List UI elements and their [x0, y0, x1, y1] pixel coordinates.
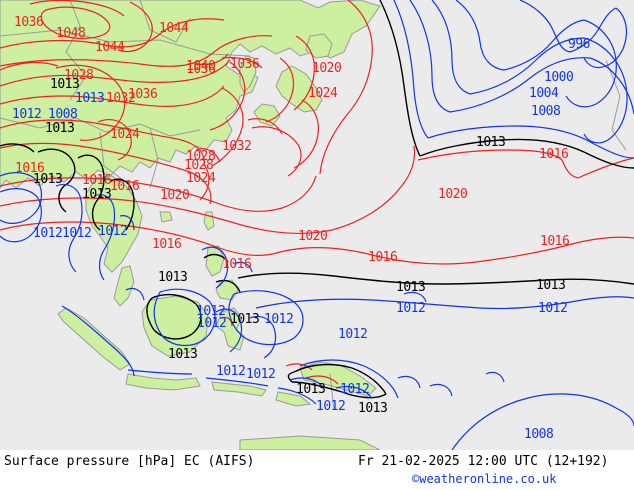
- isobar-label: 1013: [476, 135, 506, 150]
- isobar-label: 1036: [186, 62, 216, 77]
- isobar-label: 1032: [106, 91, 136, 106]
- isobar-label: 1024: [110, 127, 140, 142]
- isobar-label: 1008: [524, 427, 554, 442]
- isobar-label: 1013: [158, 270, 188, 285]
- isobar-label: 1012: [197, 316, 227, 331]
- isobar-label: 1020: [312, 61, 342, 76]
- isobar-label: 1016: [15, 161, 45, 176]
- isobar-label: 1020: [160, 188, 190, 203]
- isobar-label: 1000: [544, 70, 574, 85]
- isobar-label: 1016: [110, 179, 140, 194]
- isobar-label: 1012: [62, 226, 92, 241]
- chart-footer: Surface pressure [hPa] EC (AIFS) Fr 21-0…: [0, 450, 634, 490]
- isobar-label: 1016: [152, 237, 182, 252]
- isobar-label: 1013: [168, 347, 198, 362]
- isobar-label: 1013: [230, 312, 260, 327]
- isobar-label: 1020: [438, 187, 468, 202]
- japan-kyushu: [253, 103, 281, 127]
- map-canvas[interactable]: 1036 1048 1044 1044 1040 1036 1036 1028 1013 1013…: [0, 0, 634, 450]
- luzon: [205, 245, 225, 277]
- isobars-reference: [0, 0, 634, 399]
- isobar-label: 1012: [264, 312, 294, 327]
- valid-time: Fr 21-02-2025 12:00 UTC (12+192): [358, 454, 609, 469]
- isobar-label: 1013: [45, 121, 75, 136]
- isobar-label: 1004: [529, 86, 559, 101]
- isobar-label: 1013: [50, 77, 80, 92]
- continent-asia: [0, 0, 381, 189]
- isobar-label: 1012: [396, 301, 426, 316]
- timor: [275, 391, 312, 407]
- isobar-label: 1016: [222, 257, 252, 272]
- isobar-label: 1013: [296, 382, 326, 397]
- isobar-label: 1028: [64, 68, 94, 83]
- isobars-high: [0, 0, 634, 385]
- isobar-label: 1024: [308, 86, 338, 101]
- mindanao: [215, 279, 239, 301]
- isobar-label: 1012: [338, 327, 368, 342]
- australia-north: [239, 435, 381, 450]
- isobar-label: 1024: [186, 171, 216, 186]
- chart-title: Surface pressure [hPa] EC (AIFS): [4, 454, 255, 469]
- isobar-layer: [0, 0, 634, 450]
- isobar-label: 1012: [316, 399, 346, 414]
- malay-peninsula: [113, 265, 135, 307]
- isobar-label: 1028: [184, 158, 214, 173]
- isobar-label: 1013: [33, 172, 63, 187]
- isobar-label: 1012: [98, 224, 128, 239]
- isobar-label: 1012: [538, 301, 568, 316]
- isobar-label: 1013: [82, 187, 112, 202]
- isobar-label: 1008: [531, 104, 561, 119]
- landmass-group: [0, 0, 381, 450]
- isobar-label: 1036: [14, 15, 44, 30]
- isobar-label: 1012: [12, 107, 42, 122]
- japan-hokkaido: [305, 33, 333, 59]
- isobar-label: 1013: [75, 91, 105, 106]
- isobar-label: 1048: [56, 26, 86, 41]
- isobar-label: 1016: [539, 147, 569, 162]
- isobar-label: 1032: [222, 139, 252, 154]
- lesser-sunda: [211, 381, 267, 397]
- isobar-label: 1016: [368, 250, 398, 265]
- isobar-label: 1012: [33, 226, 63, 241]
- isobar-label: 1012: [340, 382, 370, 397]
- borders-layer: [0, 0, 627, 411]
- sumatra: [57, 307, 131, 371]
- isobar-label: 1012: [216, 364, 246, 379]
- isobar-label: 996: [568, 37, 590, 52]
- isobar-label: 1036: [230, 57, 260, 72]
- isobar-label: 1036: [128, 87, 158, 102]
- isobar-label: 1013: [536, 278, 566, 293]
- sulawesi: [215, 307, 245, 351]
- isobar-label: 1013: [358, 401, 388, 416]
- copyright-credit: ©weatheronline.co.uk: [412, 472, 557, 486]
- isobar-label: 1012: [196, 304, 226, 319]
- hainan: [159, 211, 173, 223]
- isobar-label: 1028: [186, 149, 216, 164]
- isobar-label: 1008: [48, 107, 78, 122]
- isobar-label: 1040: [186, 59, 216, 74]
- isobar-label: 1016: [540, 234, 570, 249]
- isobar-label: 1044: [95, 40, 125, 55]
- isobar-label: 1012: [246, 367, 276, 382]
- isobar-label: 1020: [298, 229, 328, 244]
- isobar-label: 1013: [396, 280, 426, 295]
- geography-layer: [0, 0, 627, 450]
- isobar-label: 1044: [159, 21, 189, 36]
- isobars-low: [0, 0, 634, 450]
- java: [125, 373, 201, 391]
- isobar-label: 1016: [82, 173, 112, 188]
